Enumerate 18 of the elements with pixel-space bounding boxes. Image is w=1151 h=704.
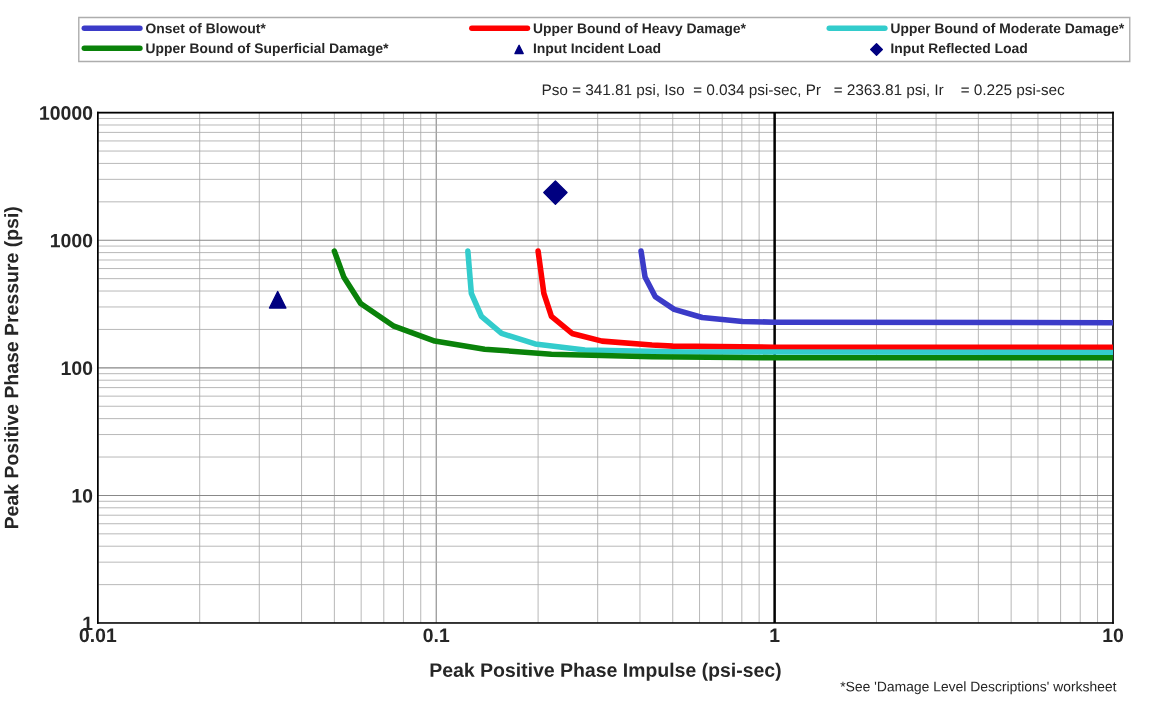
- y-tick-label: 10: [72, 488, 93, 503]
- y-tick-label: 100: [61, 361, 93, 376]
- y-axis-title: Peak Positive Phase Pressure (psi): [4, 207, 23, 529]
- legend-label: Input Reflected Load: [891, 43, 1027, 56]
- x-tick-label: 1: [770, 628, 780, 642]
- y-tick-label: 10000: [40, 106, 93, 120]
- y-tick-label: 1000: [50, 233, 93, 248]
- x-tick-label: 10: [1103, 628, 1124, 643]
- x-tick-label: 0.1: [423, 628, 450, 643]
- legend-label: Input Incident Load: [533, 43, 661, 56]
- legend-label: Upper Bound of Heavy Damage*: [533, 23, 746, 37]
- x-axis-title: Peak Positive Phase Impulse (psi-sec): [430, 662, 781, 681]
- text: Pso = 341.81 psi, Iso = 0.034 psi-sec, Pr = 2363.81 psi, Ir = 0.225 psi-sec: [542, 83, 1065, 99]
- legend-label: Upper Bound of Superficial Damage*: [146, 42, 389, 56]
- legend-label: Upper Bound of Moderate Damage*: [891, 23, 1125, 37]
- text: *See 'Damage Level Descriptions' worksheet: [840, 681, 1117, 695]
- legend-label: Onset of Blowout*: [146, 23, 266, 34]
- x-tick-label: 0.01: [79, 628, 117, 643]
